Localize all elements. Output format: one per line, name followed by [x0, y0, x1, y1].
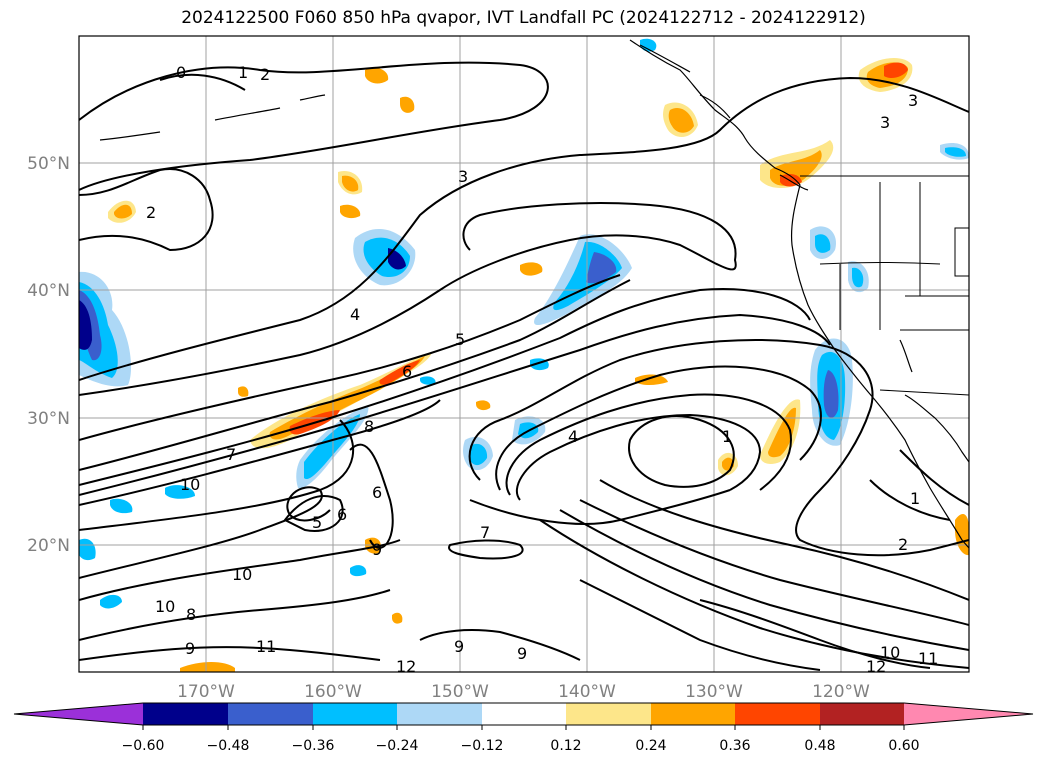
- colorbar-segment: [143, 703, 228, 725]
- contour-label: 11: [918, 649, 938, 668]
- contour-label: 1: [910, 489, 920, 508]
- colorbar-tick-label: −0.60: [122, 738, 165, 754]
- contour-labels: 0 1 2 2 3 3 3 4 5 6 6 7 8 10 5 6 9 4 1 1…: [146, 63, 938, 676]
- contour-label: 0: [176, 63, 186, 82]
- ivt-contours: [79, 61, 969, 671]
- lat-tick-label: 30°N: [27, 409, 70, 429]
- colorbar-segment: [313, 703, 397, 725]
- lon-tick-label: 120°W: [812, 682, 870, 702]
- contour-label: 2: [146, 203, 156, 222]
- contour-label: 6: [372, 483, 382, 502]
- colorbar-segment: [228, 703, 313, 725]
- lon-tick-label: 150°W: [431, 682, 489, 702]
- contour-label: 7: [226, 445, 236, 464]
- plot-title: 2024122500 F060 850 hPa qvapor, IVT Land…: [181, 8, 866, 28]
- colorbar-segment: [566, 703, 651, 725]
- contour-label: 3: [908, 91, 918, 110]
- contour-label: 1: [722, 427, 732, 446]
- contour-label: 1: [238, 63, 248, 82]
- contour-label: 9: [454, 637, 464, 656]
- lat-tick-labels: 50°N 40°N 30°N 20°N: [27, 154, 70, 556]
- colorbar-tick-label: 0.60: [888, 738, 919, 754]
- contour-label: 10: [155, 597, 175, 616]
- lon-tick-label: 130°W: [685, 682, 743, 702]
- contour-label: 10: [180, 475, 200, 494]
- colorbar-segment: [482, 703, 566, 725]
- lon-tick-label: 160°W: [304, 682, 362, 702]
- contour-label: 9: [372, 540, 382, 559]
- lon-tick-labels: 170°W 160°W 150°W 140°W 130°W 120°W: [177, 682, 870, 702]
- contour-label: 7: [480, 523, 490, 542]
- coastlines: [99, 39, 969, 549]
- colorbar-tick-label: −0.48: [207, 738, 250, 754]
- country-borders: [800, 175, 969, 396]
- contour-label: 5: [455, 330, 465, 349]
- lat-tick-label: 40°N: [27, 281, 70, 301]
- contour-label: 5: [312, 513, 322, 532]
- lon-tick-label: 170°W: [177, 682, 235, 702]
- colorbar-under-extension: [14, 703, 143, 725]
- contour-label: 3: [880, 113, 890, 132]
- contour-label: 3: [458, 167, 468, 186]
- lon-tick-label: 140°W: [558, 682, 616, 702]
- contour-label: 2: [898, 535, 908, 554]
- contour-label: 6: [402, 362, 412, 381]
- contour-label: 11: [256, 637, 276, 656]
- contour-label: 9: [185, 639, 195, 658]
- contour-label: 4: [568, 427, 578, 446]
- colorbar-segment: [820, 703, 904, 725]
- colorbar: −0.60 −0.48 −0.36 −0.24 −0.12 0.12 0.24 …: [13, 702, 1034, 754]
- colorbar-tick-label: 0.12: [550, 738, 581, 754]
- map-gridlines: [79, 36, 969, 672]
- colorbar-segment: [397, 703, 482, 725]
- colorbar-tick-label: 0.24: [635, 738, 666, 754]
- contour-label: 12: [396, 657, 416, 676]
- contour-label: 8: [186, 605, 196, 624]
- contour-label: 12: [866, 657, 886, 676]
- colorbar-tick-label: −0.36: [292, 738, 335, 754]
- contour-label: 6: [337, 505, 347, 524]
- colorbar-segment: [651, 703, 735, 725]
- colorbar-tick-label: 0.48: [804, 738, 835, 754]
- colorbar-tick-label: −0.12: [461, 738, 504, 754]
- colorbar-tick-label: −0.24: [376, 738, 419, 754]
- map-frame: [78, 35, 970, 673]
- contour-label: 10: [232, 565, 252, 584]
- colorbar-tick-label: 0.36: [719, 738, 750, 754]
- colorbar-over-extension: [904, 703, 1033, 725]
- contour-label: 9: [517, 644, 527, 663]
- lat-tick-label: 50°N: [27, 154, 70, 174]
- contour-label: 2: [260, 65, 270, 84]
- lat-tick-label: 20°N: [27, 536, 70, 556]
- contour-label: 10: [880, 643, 900, 662]
- colorbar-segment: [735, 703, 820, 725]
- contour-label: 8: [364, 417, 374, 436]
- contour-label: 4: [350, 305, 360, 324]
